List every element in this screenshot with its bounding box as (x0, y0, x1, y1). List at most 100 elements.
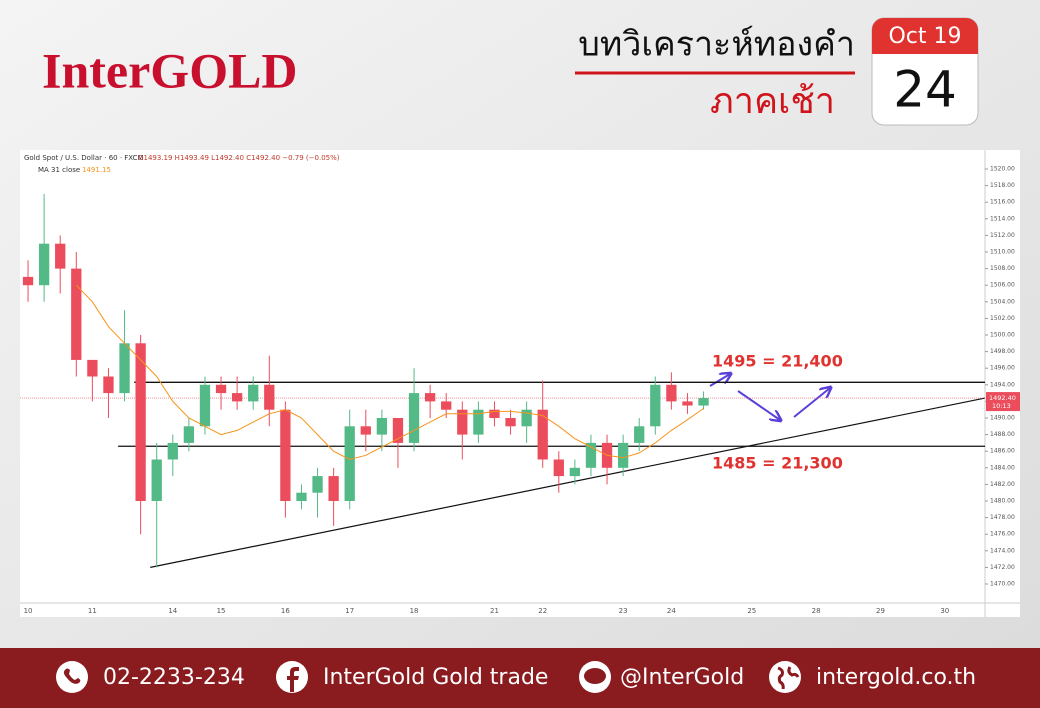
y-tick-label: 1484.00 (990, 464, 1015, 471)
candle-body (682, 401, 693, 406)
facebook-glyph (287, 667, 299, 692)
y-tick-label: 1476.00 (990, 531, 1015, 538)
phone-glyph (63, 668, 81, 684)
candle-body (473, 409, 484, 435)
phone-icon (56, 661, 88, 693)
x-tick-label: 24 (667, 607, 676, 615)
x-tick-label: 30 (940, 607, 949, 615)
y-tick-label: 1508.00 (990, 265, 1015, 272)
candle-body (441, 401, 452, 410)
candle-body (376, 417, 388, 435)
candle-body (183, 426, 195, 443)
candle-body (87, 359, 98, 377)
globe-glyph (777, 666, 800, 690)
x-tick-label: 28 (812, 607, 821, 615)
y-tick-label: 1482.00 (990, 481, 1015, 488)
x-tick-label: 25 (747, 607, 756, 615)
candle-body (457, 409, 468, 435)
countdown: 10:13 (992, 402, 1011, 410)
candle-body (199, 384, 211, 427)
arrows (709, 374, 830, 420)
arrow (737, 390, 780, 420)
candle-body (215, 384, 227, 394)
y-tick-label: 1514.00 (990, 215, 1015, 222)
x-tick-label: 11 (88, 607, 97, 615)
x-tick-label: 10 (24, 607, 33, 615)
y-tick-label: 1500.00 (990, 332, 1015, 339)
footer-bar (0, 648, 1040, 708)
x-tick-label: 29 (876, 607, 885, 615)
y-tick-label: 1498.00 (990, 348, 1015, 355)
ohlc-text: O1493.19 H1493.49 L1492.40 C1492.40 −0.7… (138, 154, 340, 162)
chart-title: Gold Spot / U.S. Dollar · 60 · FXCM (24, 154, 144, 162)
y-tick-label: 1518.00 (990, 182, 1015, 189)
y-tick-label: 1472.00 (990, 564, 1015, 571)
candle-body (231, 393, 243, 402)
calendar: Oct 19 24 (871, 17, 979, 126)
calendar-top (872, 18, 978, 54)
ma-value: 1491.15 (82, 166, 111, 174)
subtitle: ภาคเช้า (710, 81, 835, 122)
y-tick-label: 1516.00 (990, 199, 1015, 206)
candle-body (264, 384, 275, 410)
y-tick-label: 1486.00 (990, 448, 1015, 455)
y-tick-label: 1496.00 (990, 365, 1015, 372)
line-glyph (584, 668, 606, 684)
website: intergold.co.th (816, 665, 976, 690)
candle-body (424, 393, 436, 402)
chart-panel (20, 150, 1020, 617)
line-id: @InterGold (620, 665, 744, 690)
y-tick-label: 1488.00 (990, 431, 1015, 438)
y-tick-label: 1504.00 (990, 298, 1015, 305)
candle-body (135, 343, 146, 501)
candle-body (38, 243, 50, 286)
candle-body (650, 384, 661, 427)
y-tick-label: 1490.00 (990, 414, 1015, 421)
candle-body (71, 268, 82, 360)
candle-body (328, 476, 339, 501)
annotation: 1485 = 21,300 (712, 454, 843, 473)
globe-icon (769, 661, 801, 693)
annotation: 1495 = 21,400 (712, 352, 843, 371)
phone: 02-2233-234 (103, 665, 245, 690)
x-tick-label: 23 (619, 607, 628, 615)
candle-body (617, 442, 629, 468)
candle-body (505, 417, 516, 427)
arrow (709, 374, 730, 387)
candle-body (22, 276, 34, 286)
candle-body (119, 343, 130, 394)
candle-body (392, 417, 404, 443)
y-tick-label: 1474.00 (990, 547, 1015, 554)
candle-body (103, 376, 114, 394)
x-tick-label: 17 (345, 607, 354, 615)
candle-body (360, 426, 371, 435)
candle-body (634, 426, 645, 443)
candle-body (408, 393, 420, 443)
y-tick-label: 1506.00 (990, 282, 1015, 289)
y-tick-label: 1478.00 (990, 514, 1015, 521)
candle-body (151, 459, 162, 501)
footer: 02-2233-234 InterGold Gold trade @InterG… (56, 661, 976, 693)
plot: 1470.00 1472.00 1474.00 1476.00 1478.00 1480.… (20, 166, 1020, 615)
y-tick-label: 1494.00 (990, 381, 1015, 388)
candle-body (553, 459, 564, 477)
y-tick-label: 1520.00 (990, 166, 1015, 173)
title: บทวิเคราะห์ทองคำ (578, 25, 855, 65)
facebook: InterGold Gold trade (323, 665, 548, 690)
candle-body (537, 409, 548, 460)
candle-body (585, 442, 597, 468)
x-tick-label: 21 (490, 607, 499, 615)
y-tick-label: 1480.00 (990, 497, 1015, 504)
candle-body (666, 384, 677, 402)
x-tick-label: 16 (281, 607, 290, 615)
y-tick-label: 1502.00 (990, 315, 1015, 322)
y-tick-label: 1510.00 (990, 249, 1015, 256)
candle-body (167, 442, 178, 460)
candle-body (489, 409, 500, 418)
candle-body (55, 243, 66, 269)
last-price-box (986, 392, 1020, 412)
candle-body (248, 384, 259, 402)
candle-body (698, 398, 709, 406)
